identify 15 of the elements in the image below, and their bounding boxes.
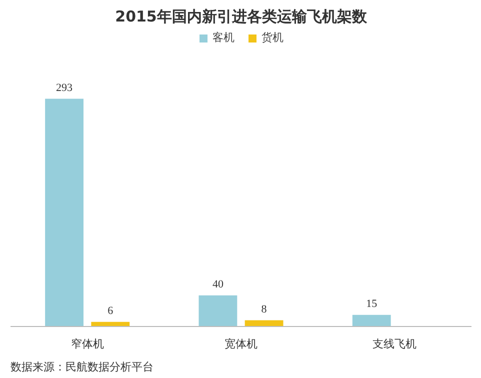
bar [198,295,238,326]
x-tick-label: 支线飞机 [372,338,417,350]
legend-label: 客机 [212,30,234,45]
data-label: 6 [108,304,114,317]
data-label: 8 [261,303,268,316]
data-label: 40 [212,278,224,290]
x-tick-label: 窄体机 [70,338,104,350]
x-tick-label: 宽体机 [224,338,258,350]
bar [352,314,391,326]
data-label: 15 [366,298,378,310]
source-note: 数据来源：民航数据分析平台 [10,360,154,374]
bar [45,98,84,326]
legend-label: 货机 [262,30,284,45]
data-label: 293 [56,82,74,94]
chart-title: 2015年国内新引进各类运输飞机架数 [115,8,368,26]
